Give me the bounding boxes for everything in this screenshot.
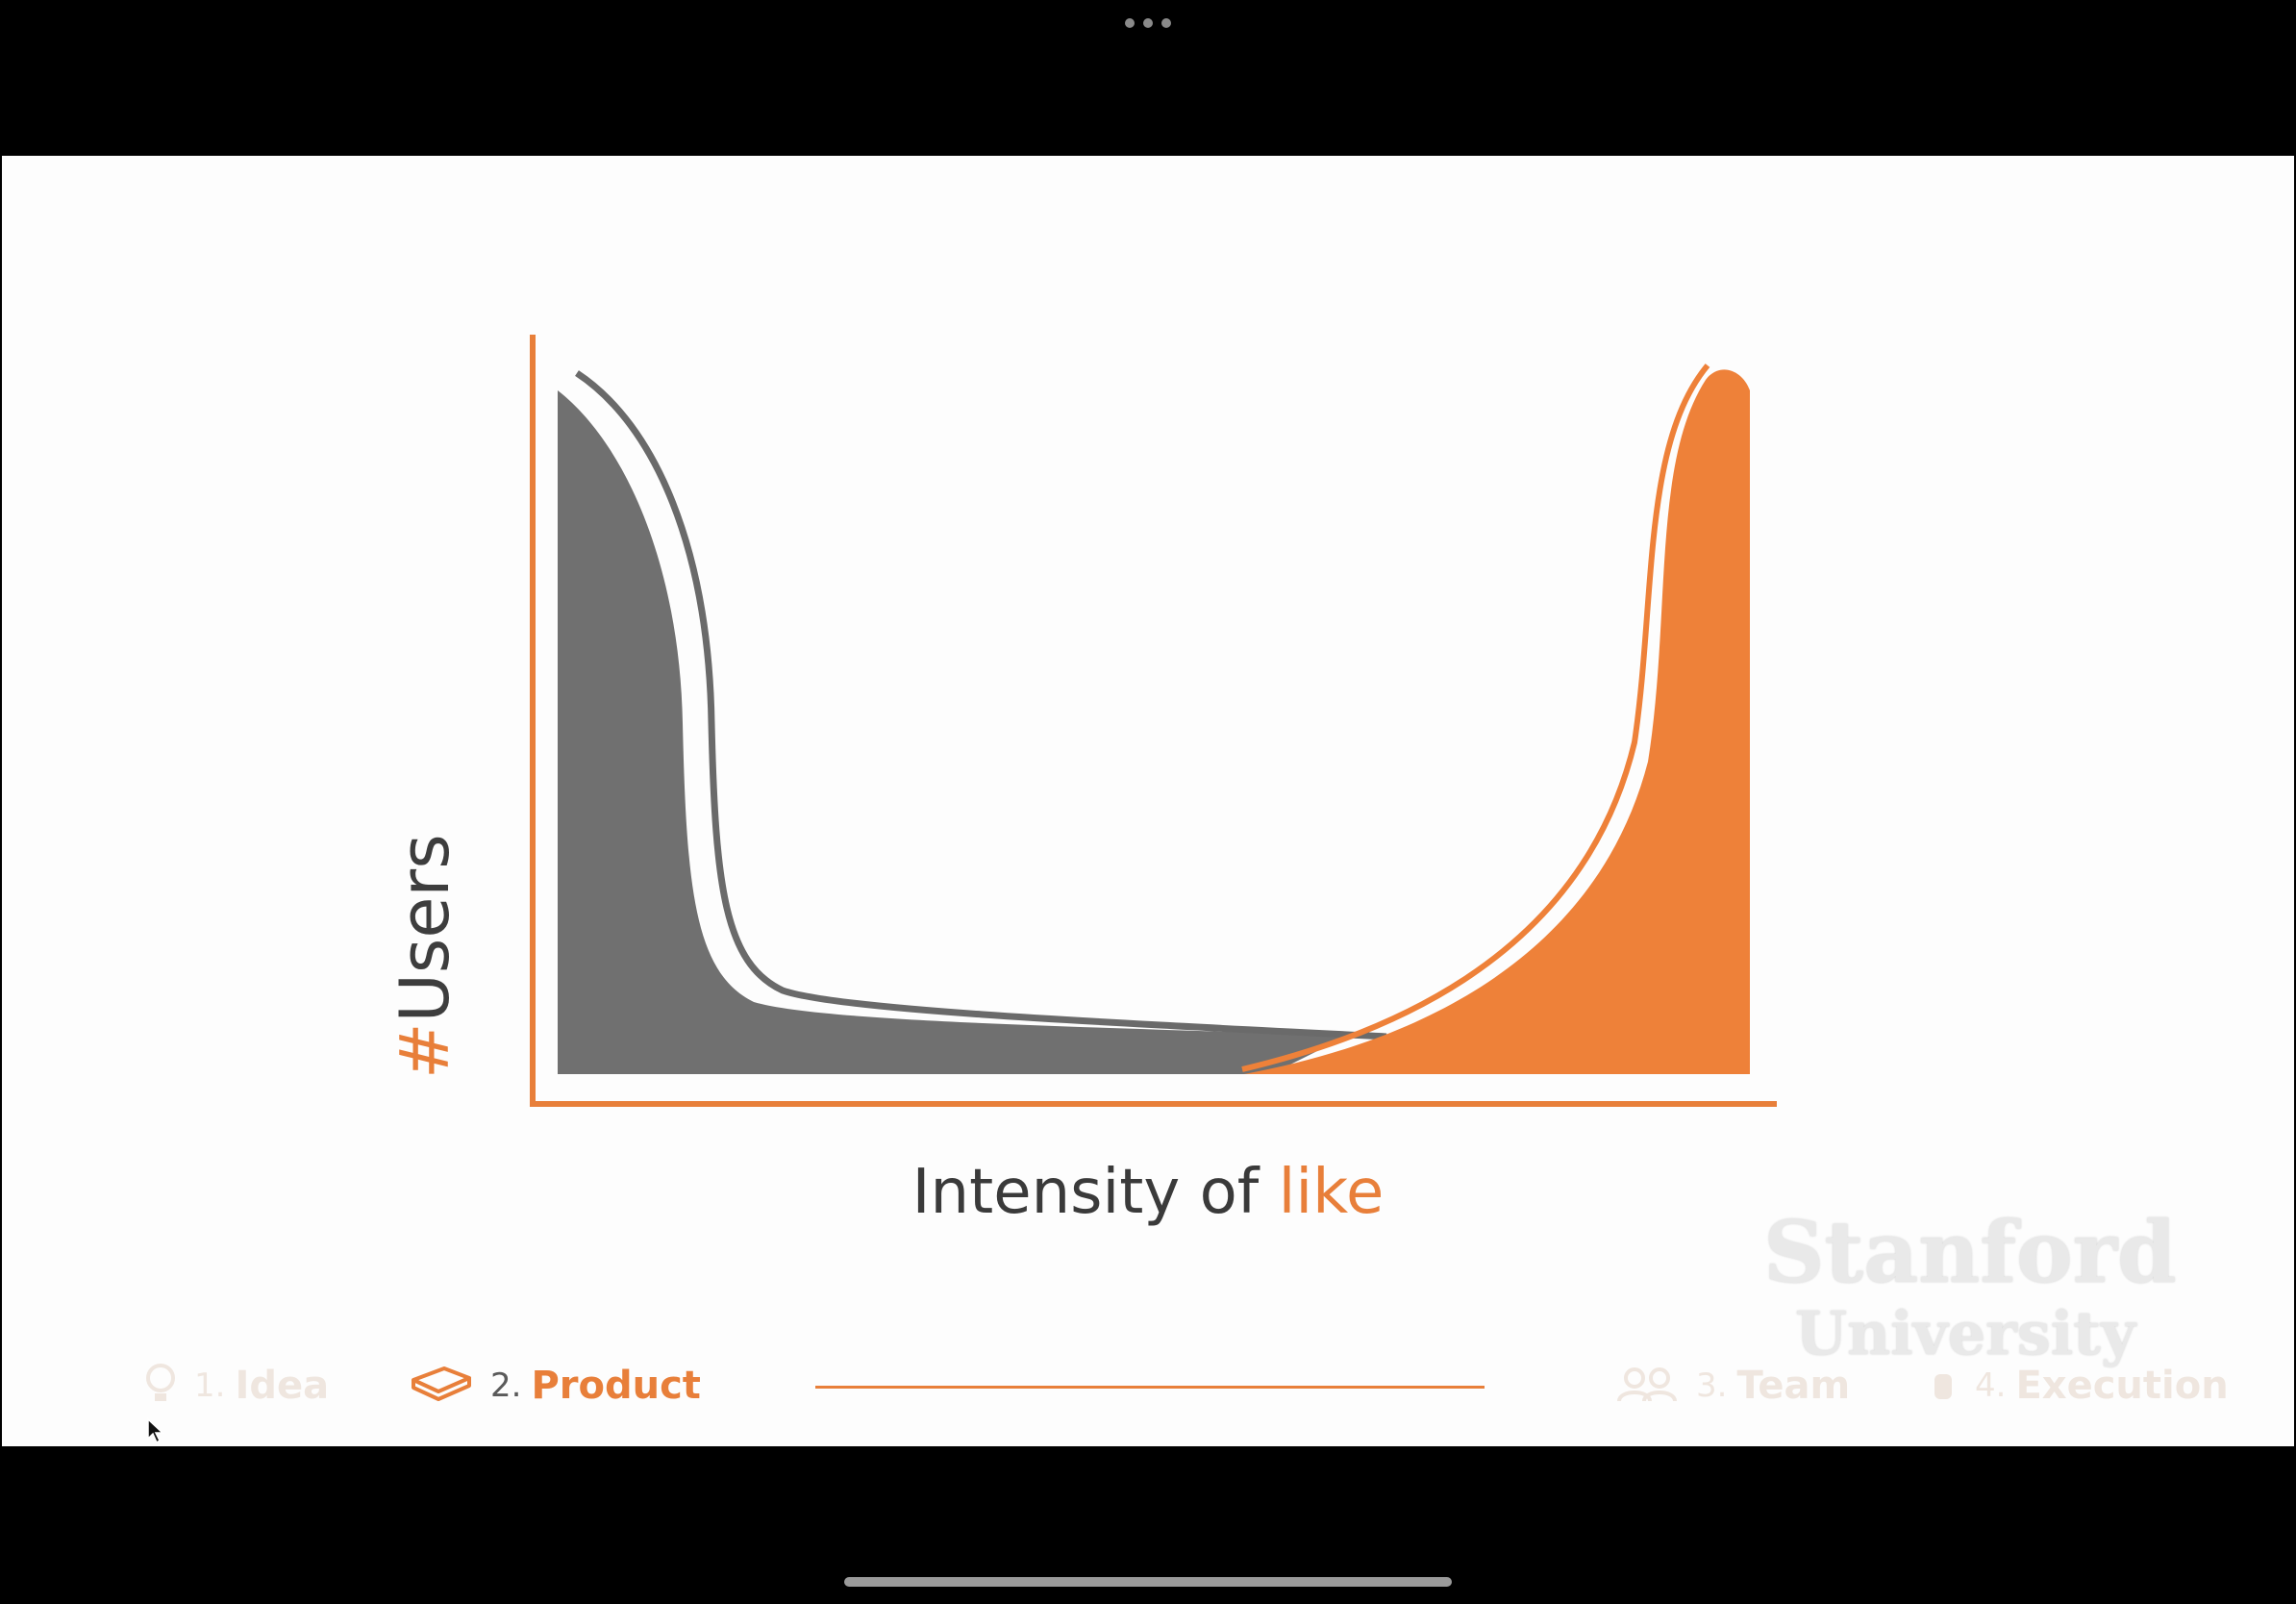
lightbulb-icon — [144, 1363, 177, 1409]
gray-outline-curve — [575, 370, 1387, 1040]
stanford-watermark: Stanford University — [1763, 1202, 2177, 1368]
hand-icon — [1929, 1365, 1958, 1407]
watermark-subtitle: University — [1795, 1298, 2135, 1368]
y-axis-label: #Users — [386, 834, 464, 1079]
gray-area-series — [558, 390, 1348, 1074]
orange-outline-curve — [1241, 363, 1710, 1072]
nav-item-team[interactable]: 3. Team — [1615, 1352, 1850, 1419]
box-icon — [410, 1365, 473, 1407]
nav-item-idea[interactable]: 1. Idea — [144, 1352, 329, 1419]
chart — [530, 335, 1777, 1107]
nav-item-execution[interactable]: 4. Execution — [1929, 1352, 2229, 1419]
nav-item-product[interactable]: 2. Product — [410, 1352, 701, 1419]
window-handle[interactable] — [1125, 18, 1171, 28]
handle-dot — [1125, 18, 1135, 28]
handle-dot — [1161, 18, 1171, 28]
orange-area-series — [1244, 369, 1750, 1074]
mouse-cursor-icon — [147, 1417, 164, 1444]
people-icon — [1615, 1365, 1679, 1407]
home-indicator[interactable] — [844, 1577, 1452, 1587]
nav-progress-line — [815, 1386, 1485, 1389]
handle-dot — [1143, 18, 1153, 28]
watermark-name: Stanford — [1763, 1202, 2177, 1302]
presentation-slide: #Users Intensity of like Stanford Univer… — [2, 156, 2294, 1446]
x-axis-label: Intensity of like — [911, 1157, 1385, 1228]
slide-footer-nav: 1. Idea 2. Product 3. Team 4. Execution — [2, 1352, 2294, 1419]
